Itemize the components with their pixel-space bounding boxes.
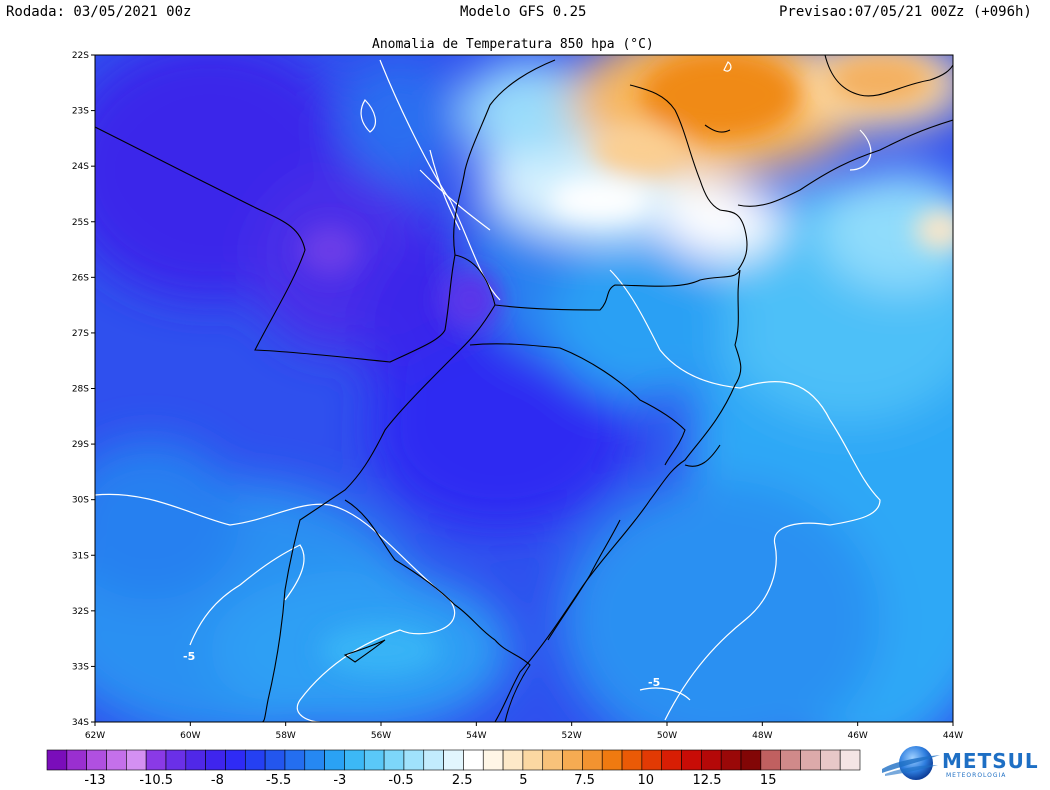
colorbar-swatch xyxy=(344,749,365,771)
colorbar-swatch xyxy=(820,749,841,771)
lon-label: 46W xyxy=(847,731,867,741)
lon-label: 56W xyxy=(371,731,391,741)
longitude-labels: 62W 60W 58W 56W 54W 52W 50W 48W 46W 44W xyxy=(85,731,963,741)
colorbar-swatch xyxy=(542,749,563,771)
colorbar-swatch xyxy=(324,749,345,771)
colorbar-swatch xyxy=(681,749,702,771)
colorbar-tick-label: -10.5 xyxy=(139,773,173,788)
colorbar-swatch xyxy=(185,749,206,771)
colorbar-swatch xyxy=(423,749,444,771)
run-date-label: Rodada: 03/05/2021 00z xyxy=(6,4,192,20)
colorbar-swatch xyxy=(145,749,167,771)
colorbar-tick-label: 12.5 xyxy=(693,773,722,788)
colorbar-swatch xyxy=(165,749,187,771)
colorbar-tick-label: 2.5 xyxy=(452,773,473,788)
colorbar-swatch xyxy=(482,749,504,771)
metsul-logo: METSUL METEOROLOGIA xyxy=(880,743,1045,783)
lat-label: 29S xyxy=(72,440,89,450)
lon-label: 52W xyxy=(561,731,581,741)
lat-label: 22S xyxy=(72,51,89,61)
lat-label: 28S xyxy=(72,385,89,395)
colorbar-swatch xyxy=(46,749,68,771)
colorbar-swatch xyxy=(502,749,524,771)
lat-label: 24S xyxy=(72,162,89,172)
colorbar-swatch xyxy=(86,749,107,771)
colorbar-swatch xyxy=(363,749,385,771)
lon-label: 44W xyxy=(943,731,963,741)
lat-label: 25S xyxy=(72,218,89,228)
colorbar-swatch xyxy=(760,749,781,771)
colorbar-swatch xyxy=(641,749,663,771)
colorbar-tick-label: 15 xyxy=(760,773,777,788)
lon-label: 60W xyxy=(180,731,200,741)
lat-label: 26S xyxy=(72,273,89,283)
logo-name: METSUL xyxy=(942,749,1039,773)
colorbar-tick-label: -13 xyxy=(84,773,105,788)
colorbar-swatch xyxy=(225,749,246,771)
colorbar-swatch xyxy=(601,749,623,771)
colorbar-swatch xyxy=(621,749,643,771)
colorbar-swatch xyxy=(839,749,861,771)
lon-label: 58W xyxy=(275,731,295,741)
colorbar-swatch xyxy=(800,749,821,771)
colorbar-swatch xyxy=(106,749,127,771)
colorbar-swatch xyxy=(403,749,425,771)
colorbar-swatch xyxy=(126,749,147,771)
colorbar-swatch xyxy=(244,749,266,771)
colorbar-swatch xyxy=(205,749,226,771)
logo-subtitle: METEOROLOGIA xyxy=(946,772,1007,779)
lat-label: 30S xyxy=(72,496,89,506)
colorbar-swatch xyxy=(284,749,306,771)
colorbar-tick-label: 10 xyxy=(638,773,655,788)
latitude-labels: 22S 23S 24S 25S 26S 27S 28S 29S 30S 31S 32S 33S 34S xyxy=(72,51,89,728)
contour-label: -5 xyxy=(648,676,660,689)
lat-label: 31S xyxy=(72,551,89,561)
colorbar-swatch xyxy=(720,749,742,771)
globe-icon xyxy=(882,746,940,780)
colorbar-swatches xyxy=(46,749,861,771)
country-borders xyxy=(95,55,953,722)
colorbar-swatch xyxy=(443,749,464,771)
lat-label: 23S xyxy=(72,107,89,117)
lat-label: 27S xyxy=(72,329,89,339)
colorbar-swatch xyxy=(383,749,405,771)
map-title: Anomalia de Temperatura 850 hpa (°C) xyxy=(372,37,654,52)
colorbar-swatch xyxy=(463,749,484,771)
colorbar-swatch xyxy=(780,749,801,771)
colorbar-tick-label: -8 xyxy=(211,773,224,788)
colorbar-tick-label: 5 xyxy=(519,773,527,788)
lon-label: 48W xyxy=(752,731,772,741)
anomaly-field xyxy=(95,55,953,722)
lon-label: 50W xyxy=(657,731,677,741)
colorbar-swatch xyxy=(304,749,325,771)
colorbar-tick-label: -3 xyxy=(333,773,346,788)
axis-ticks xyxy=(91,54,954,726)
colorbar-swatch xyxy=(582,749,603,771)
colorbar-swatch xyxy=(562,749,583,771)
colorbar-swatch xyxy=(661,749,682,771)
colorbar-tick-labels: -13 -10.5 -8 -5.5 -3 -0.5 2.5 5 7.5 10 12.5 15 xyxy=(84,773,776,788)
lat-label: 33S xyxy=(72,662,89,672)
lat-label: 34S xyxy=(72,718,89,728)
colorbar-swatch xyxy=(740,749,762,771)
forecast-label: Previsao:07/05/21 00Zz (+096h) xyxy=(779,4,1032,20)
colorbar-swatch xyxy=(264,749,286,771)
colorbar-tick-label: 7.5 xyxy=(574,773,595,788)
colorbar-swatch xyxy=(522,749,544,771)
contour-label: -5 xyxy=(183,650,195,663)
model-label: Modelo GFS 0.25 xyxy=(460,4,587,20)
colorbar-tick-label: -5.5 xyxy=(266,773,291,788)
lat-label: 32S xyxy=(72,607,89,617)
colorbar-swatch xyxy=(701,749,722,771)
lon-label: 54W xyxy=(466,731,486,741)
colorbar-swatch xyxy=(66,749,87,771)
colorbar-tick-label: -0.5 xyxy=(388,773,413,788)
lon-label: 62W xyxy=(85,731,105,741)
